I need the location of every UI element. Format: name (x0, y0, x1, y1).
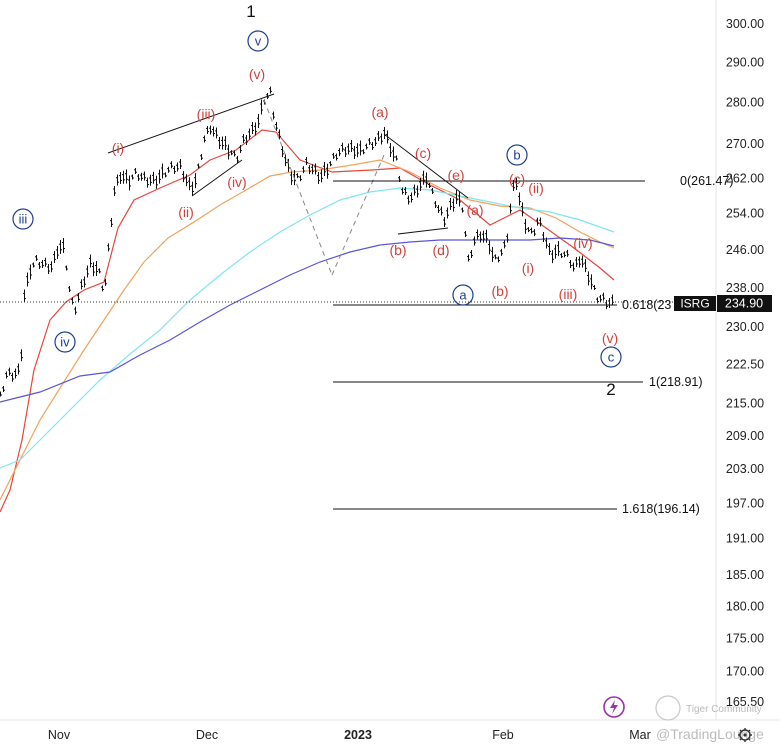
y-tick-label: 170.00 (726, 664, 764, 678)
wave-label: (ii) (178, 204, 194, 220)
wave-label: (v) (249, 66, 265, 82)
symbol-tag-box (674, 296, 716, 311)
y-tick-label: 230.00 (726, 320, 764, 334)
last-price-label: 234.90 (725, 297, 763, 311)
wave-label: (a) (371, 104, 388, 120)
fib-label: 1.618(196.14) (622, 502, 700, 516)
y-tick-label: 180.00 (726, 599, 764, 613)
y-tick-label: 165.50 (726, 695, 764, 709)
y-tick-label: 191.00 (726, 532, 764, 546)
symbol-label: ISRG (680, 297, 709, 311)
wave-label: (b) (389, 242, 406, 258)
wave-label: v (255, 34, 262, 49)
wave-circle (247, 30, 269, 52)
wave-label: 2 (606, 380, 615, 399)
symbol-price-tag: ISRG 234.90 (674, 295, 772, 312)
last-price-box (717, 295, 772, 312)
y-tick-label: 209.00 (726, 429, 764, 443)
y-tick-label: 222.50 (726, 358, 764, 372)
ma-line-medium (0, 159, 615, 501)
fib-label: 0(261.47) (680, 174, 734, 188)
price-axis: 300.00 290.00 280.00 270.00 262.00 254.00 246.… (726, 17, 764, 709)
y-tick-label: 246.00 (726, 243, 764, 257)
watermark-brand: Tiger Community (686, 704, 762, 715)
x-tick-label: 2023 (344, 728, 372, 742)
ma-line-longest (0, 237, 615, 403)
trend-line (107, 93, 275, 154)
fib-label: 0.618(23 (622, 298, 671, 312)
wave-label: (c) (415, 145, 431, 161)
wave-label: (d) (432, 242, 449, 258)
time-axis: Nov Dec 2023 Feb Mar (48, 728, 651, 742)
wave-label: iii (19, 212, 28, 227)
wave-label: b (513, 148, 520, 163)
wave-label: (ii) (528, 180, 544, 196)
wave-label: (b) (491, 283, 508, 299)
wave-label: (v) (602, 330, 618, 346)
y-tick-label: 300.00 (726, 17, 764, 31)
lightning-icon[interactable] (603, 696, 625, 718)
wave-label: a (459, 288, 467, 303)
wave-circle (54, 331, 76, 353)
x-tick-label: Feb (492, 728, 514, 742)
x-tick-label: Nov (48, 728, 71, 742)
wave-label: (c) (509, 171, 525, 187)
price-bars (0, 86, 614, 397)
wave-circle (12, 208, 34, 230)
y-tick-label: 238.00 (726, 281, 764, 295)
tiger-logo-icon (655, 695, 681, 721)
fib-label: 1(218.91) (649, 375, 703, 389)
moving-averages (0, 129, 615, 513)
watermark-handle: @TradingLounge (656, 726, 764, 742)
x-tick-label: Mar (629, 728, 651, 742)
wave-label: (a) (466, 202, 483, 218)
wave-circle (506, 144, 528, 166)
fibonacci-levels: 0(261.47) 0.618(23 1(218.91) 1.618(196.14) (333, 174, 734, 516)
wave-circle (600, 346, 622, 368)
trend-line (191, 159, 243, 197)
lightning-glyph (610, 700, 618, 714)
wave-label: (i) (522, 260, 534, 276)
y-tick-label: 254.00 (726, 207, 764, 221)
x-tick-label: Dec (196, 728, 218, 742)
settings-gear-icon[interactable] (738, 728, 752, 742)
wave-label: (e) (447, 167, 464, 183)
y-tick-label: 203.00 (726, 462, 764, 476)
wave-labels: 1v (v) (iii) (i) (ii) (iv) iii iv (a) (c) (e) (b) (d… (12, 2, 622, 399)
trend-lines (0, 93, 716, 303)
wave-label: (i) (112, 140, 124, 156)
y-tick-label: 215.00 (726, 397, 764, 411)
y-tick-label: 262.00 (726, 171, 764, 185)
trend-line (331, 154, 385, 276)
y-tick-label: 197.00 (726, 496, 764, 510)
y-tick-label: 270.00 (726, 137, 764, 151)
trend-line (383, 133, 469, 199)
trend-line (263, 99, 333, 276)
y-tick-label: 175.00 (726, 631, 764, 645)
ma-line-short (0, 129, 615, 513)
wave-label: c (608, 350, 615, 365)
wave-label: (iii) (559, 286, 578, 302)
wave-circle (452, 284, 474, 306)
wave-label: (iv) (573, 235, 592, 251)
y-tick-label: 290.00 (726, 56, 764, 70)
watermark: Tiger Community @TradingLounge (603, 695, 764, 742)
y-tick-label: 280.00 (726, 96, 764, 110)
trend-line (397, 227, 449, 235)
wave-label: (iv) (227, 174, 246, 190)
ma-line-long (0, 187, 615, 469)
wave-label: iv (60, 335, 70, 350)
wave-label: (iii) (197, 106, 216, 122)
y-tick-label: 185.00 (726, 568, 764, 582)
wave-label: 1 (246, 2, 255, 21)
